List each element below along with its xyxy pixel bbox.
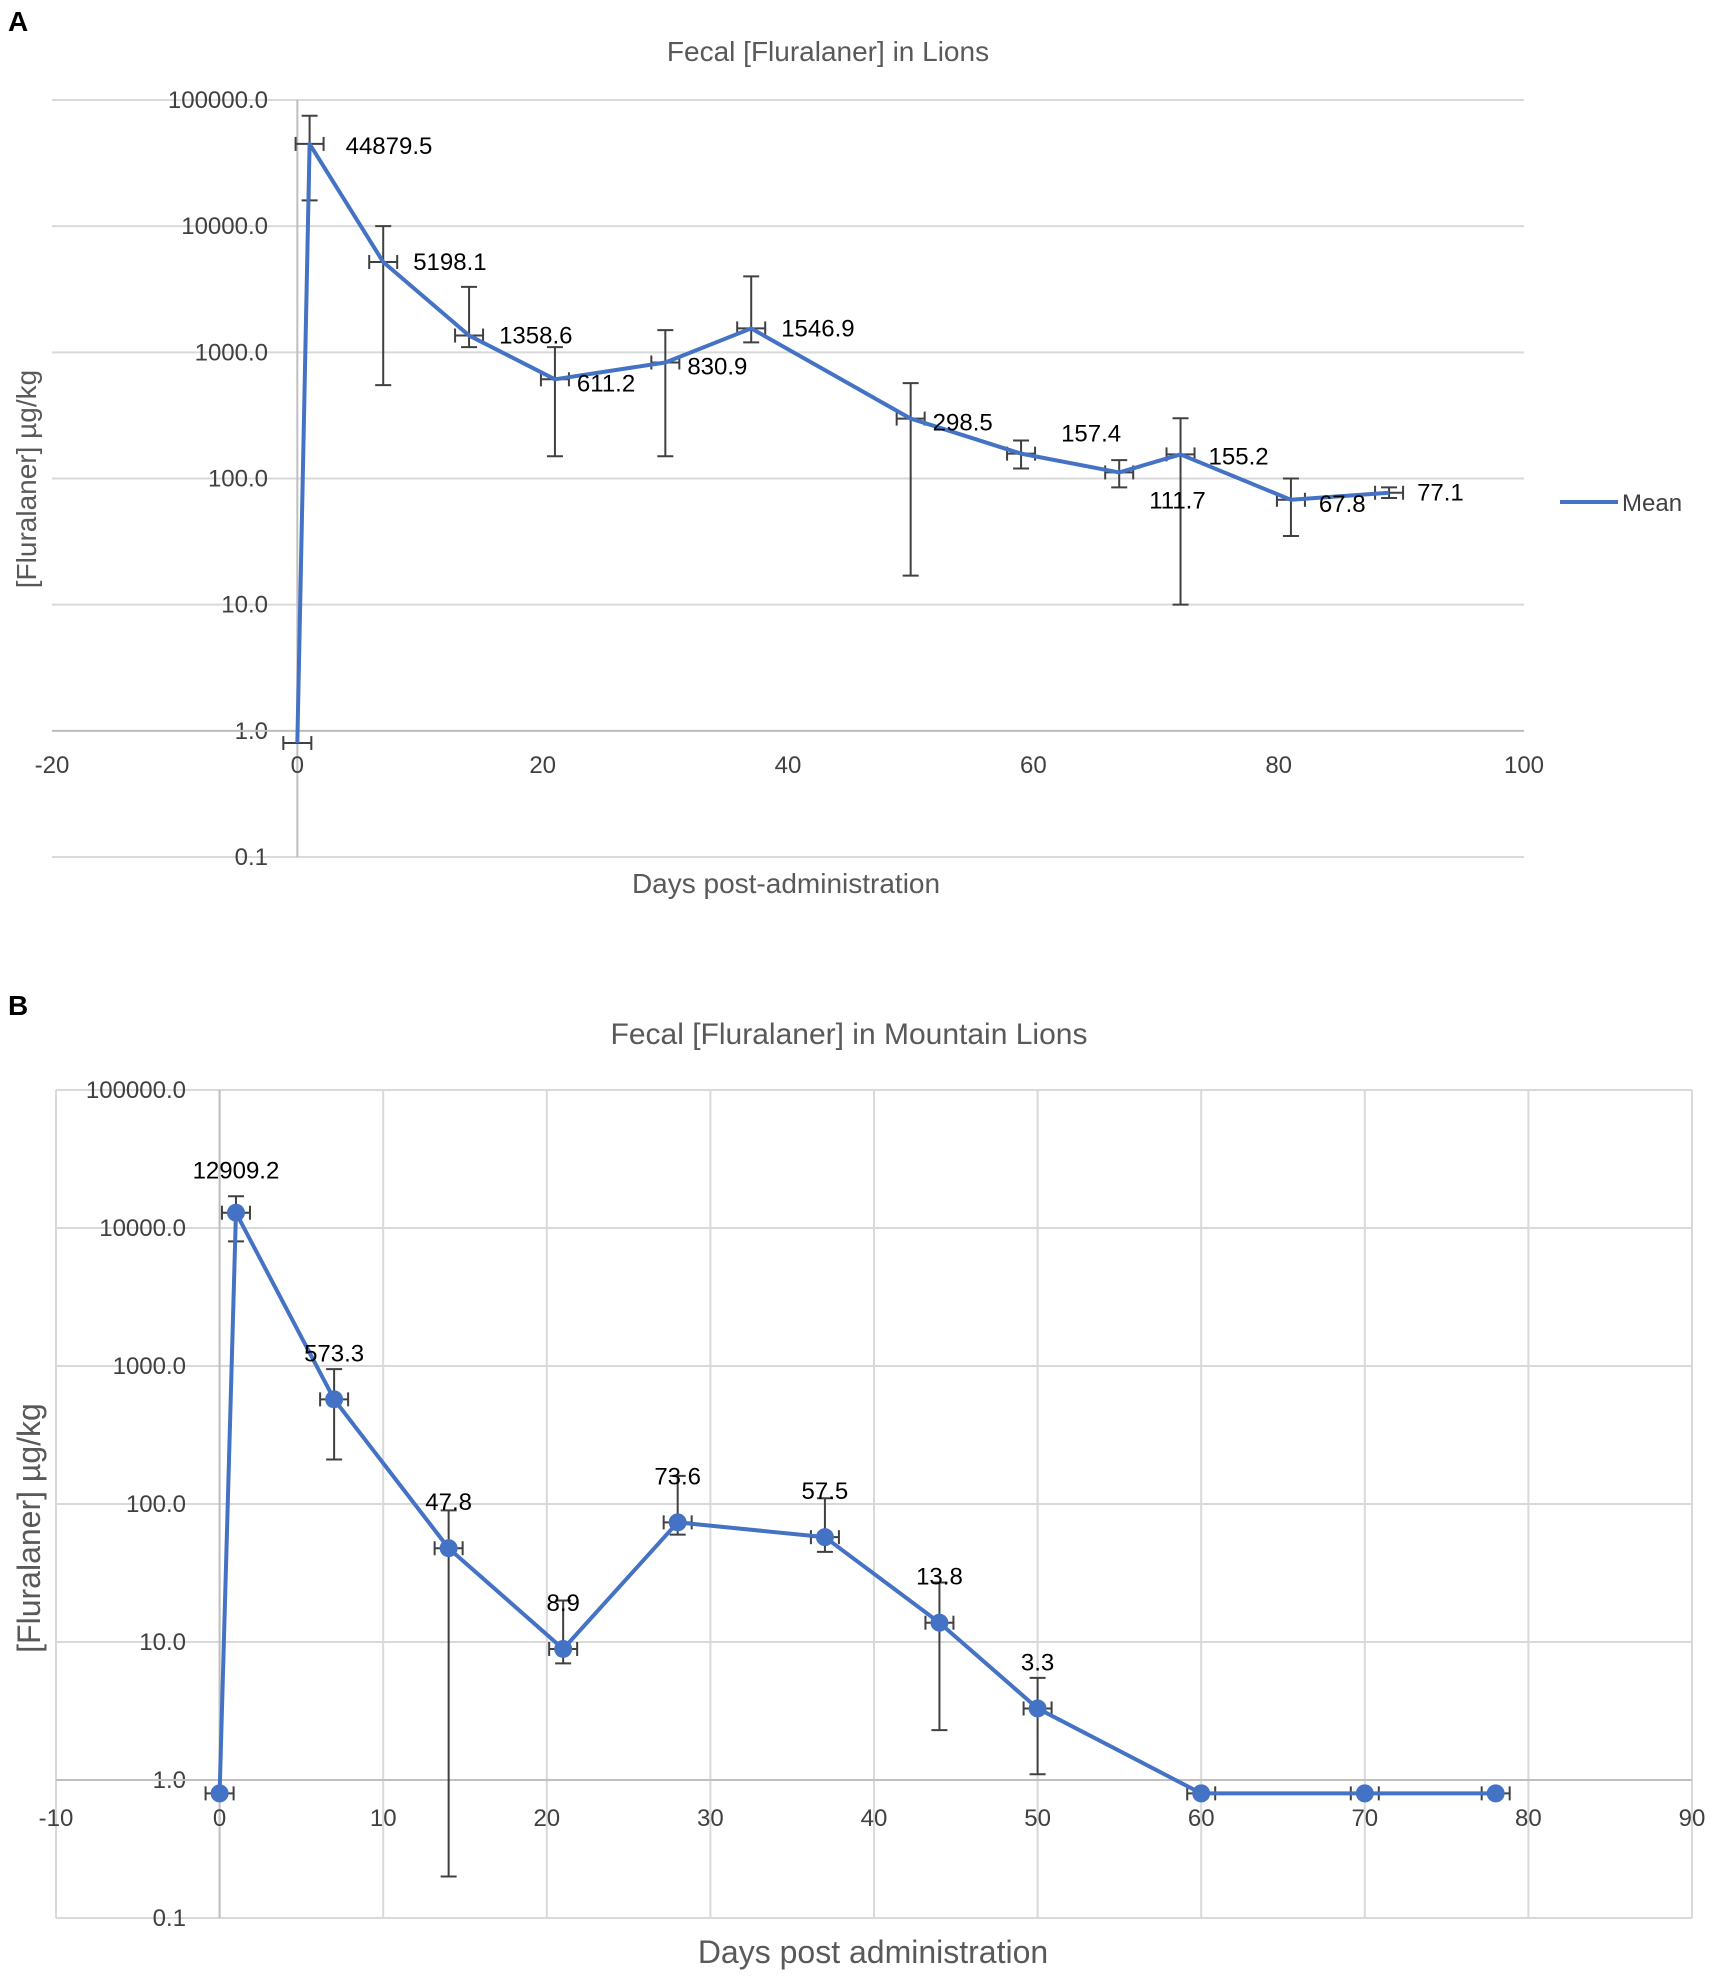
data-point [325,1390,344,1409]
data-label: 157.4 [1061,421,1121,448]
data-label: 77.1 [1417,480,1464,507]
y-tick-label: 100000.0 [168,87,268,114]
x-tick-label: 100 [1504,752,1544,779]
data-point [668,1513,687,1532]
data-point [226,1203,245,1222]
y-tick-label: 10000.0 [181,213,268,240]
panel-letter-a: A [8,6,29,37]
y-tick-label: 100000.0 [86,1077,186,1104]
data-point [1192,1784,1211,1803]
data-point [554,1639,573,1658]
x-tick-label: -10 [39,1805,74,1832]
data-label: 1358.6 [499,323,572,350]
y-tick-label: 1000.0 [195,339,268,366]
data-label: 611.2 [577,370,635,397]
y-tick-label: 100.0 [126,1491,186,1518]
y-tick-label: 10.0 [221,592,268,619]
data-label: 1546.9 [781,315,854,342]
data-point [210,1784,229,1803]
y-axis-label: [Fluralaner] µg/kg [11,370,42,588]
y-tick-label: 100.0 [208,466,268,493]
x-tick-label: 60 [1188,1805,1215,1832]
data-label: 44879.5 [346,133,433,160]
data-point [1355,1784,1374,1803]
x-tick-label: 0 [291,752,304,779]
data-label: 67.8 [1319,491,1366,518]
data-point [1486,1784,1505,1803]
data-label: 3.3 [1021,1649,1054,1676]
panel-a: A 0.1 1.0 10.0 100.0 1000.0 10000.0 100000.0 -2… [0,0,1713,980]
series-line-mean [217,1210,1496,1796]
y-tick-label: 1000.0 [113,1353,186,1380]
y-tick-label: 0.1 [235,844,268,871]
x-tick-label: 20 [529,752,556,779]
data-label: 111.7 [1149,487,1206,514]
x-tick-label: 40 [861,1805,888,1832]
x-axis-label: Days post administration [698,1934,1048,1970]
series-line-mean [295,141,1390,744]
data-point [815,1528,834,1547]
data-label: 8.9 [546,1590,579,1617]
x-tick-label: 20 [533,1805,560,1832]
x-tick-label: 90 [1679,1805,1706,1832]
x-tick-label: 70 [1351,1805,1378,1832]
data-label: 73.6 [654,1463,701,1490]
y-tick-label: 10000.0 [99,1215,186,1242]
data-point [439,1539,458,1558]
data-label: 298.5 [933,410,993,437]
legend-label-mean: Mean [1622,490,1682,517]
x-tick-label: 60 [1020,752,1047,779]
data-point [1028,1699,1047,1718]
panel-b: B 0.1 1.0 10.0 100.0 1000.0 10000.0 100000.0 -1… [0,990,1713,1976]
x-tick-label: 0 [213,1805,226,1832]
data-label: 12909.2 [193,1158,280,1185]
chart-title: Fecal [Fluralaner] in Lions [667,36,989,67]
x-tick-label: 80 [1265,752,1292,779]
y-axis-label: [Fluralaner] µg/kg [11,1403,47,1653]
x-tick-label: 50 [1024,1805,1051,1832]
data-label: 830.9 [687,353,747,380]
x-tick-label: 30 [697,1805,724,1832]
data-label: 57.5 [802,1478,849,1505]
y-tick-label: 10.0 [139,1629,186,1656]
x-tick-label: -20 [35,752,70,779]
x-axis-label: Days post-administration [632,868,940,899]
y-tick-label: 0.1 [153,1905,186,1932]
data-label: 155.2 [1209,443,1269,470]
x-tick-label: 40 [775,752,802,779]
x-tick-label: 10 [370,1805,397,1832]
data-label: 13.8 [916,1564,963,1591]
chart-title: Fecal [Fluralaner] in Mountain Lions [611,1018,1088,1051]
panel-letter-b: B [8,990,29,1021]
data-label: 573.3 [304,1340,364,1367]
data-label: 5198.1 [413,249,486,276]
data-point [930,1613,949,1632]
data-label: 47.8 [425,1489,472,1516]
x-tick-label: 80 [1515,1805,1542,1832]
